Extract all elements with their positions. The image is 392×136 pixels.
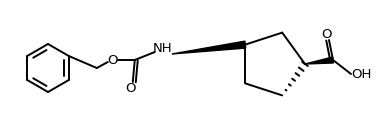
Text: O: O	[107, 53, 118, 67]
Text: NH: NH	[153, 42, 172, 55]
Polygon shape	[305, 57, 334, 64]
Text: OH: OH	[351, 67, 371, 81]
Polygon shape	[172, 41, 246, 54]
Text: O: O	[125, 83, 136, 95]
Text: O: O	[322, 27, 332, 41]
